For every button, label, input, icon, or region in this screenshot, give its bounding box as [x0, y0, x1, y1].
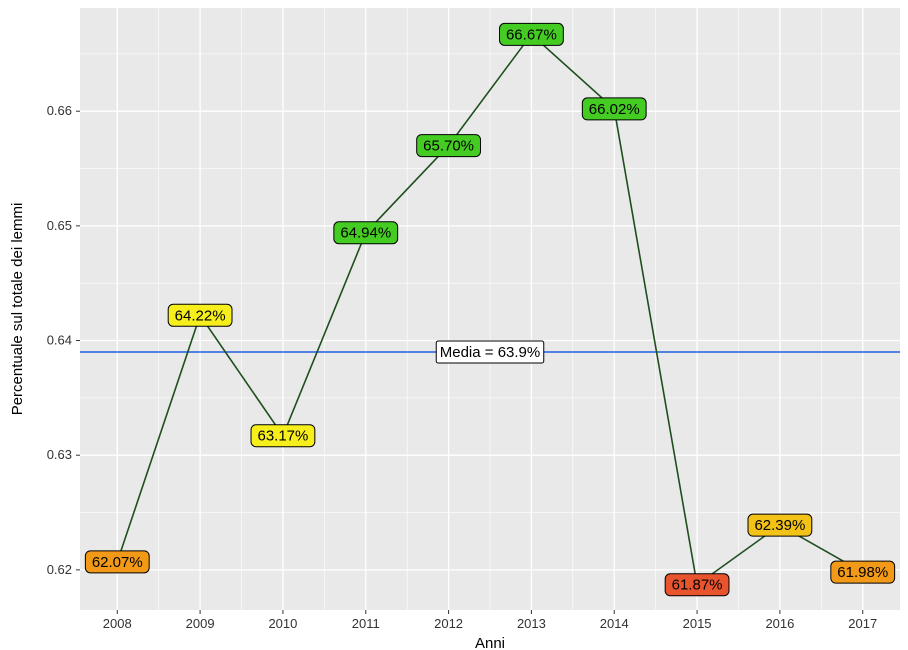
y-tick-label: 0.64: [47, 333, 72, 348]
data-label-text: 64.22%: [175, 307, 226, 324]
data-label-text: 62.39%: [754, 517, 805, 534]
data-label-text: 64.94%: [340, 225, 391, 242]
y-tick-label: 0.66: [47, 103, 72, 118]
y-tick-label: 0.63: [47, 447, 72, 462]
data-label-text: 62.07%: [92, 554, 143, 571]
x-axis-title: Anni: [475, 635, 505, 650]
x-tick-label: 2013: [517, 616, 546, 631]
chart-svg: 2008 2009 2010 2011 2012 2013 2014 2015 2016 2017…: [0, 0, 908, 650]
x-tick-label: 2012: [434, 616, 463, 631]
x-tick-label: 2008: [103, 616, 132, 631]
x-tick-label: 2015: [683, 616, 712, 631]
data-label-text: 61.98%: [837, 564, 888, 581]
chart-container: 2008 2009 2010 2011 2012 2013 2014 2015 2016 2017…: [0, 0, 908, 650]
x-tick-label: 2017: [848, 616, 877, 631]
x-tick-label: 2016: [765, 616, 794, 631]
data-label-text: 61.87%: [672, 577, 723, 594]
data-label-text: 66.67%: [506, 26, 557, 43]
x-tick-label: 2014: [600, 616, 629, 631]
x-tick-label: 2010: [268, 616, 297, 631]
y-tick-label: 0.65: [47, 218, 72, 233]
data-label-text: 66.02%: [589, 101, 640, 118]
x-tick-label: 2011: [352, 616, 380, 631]
data-label-text: 63.17%: [257, 428, 308, 445]
data-label-text: 65.70%: [423, 138, 474, 155]
x-tick-label: 2009: [186, 616, 215, 631]
reference-label-text: Media = 63.9%: [440, 344, 540, 361]
y-tick-label: 0.62: [47, 562, 72, 577]
y-axis-title: Percentuale sul totale dei lemmi: [9, 203, 26, 416]
